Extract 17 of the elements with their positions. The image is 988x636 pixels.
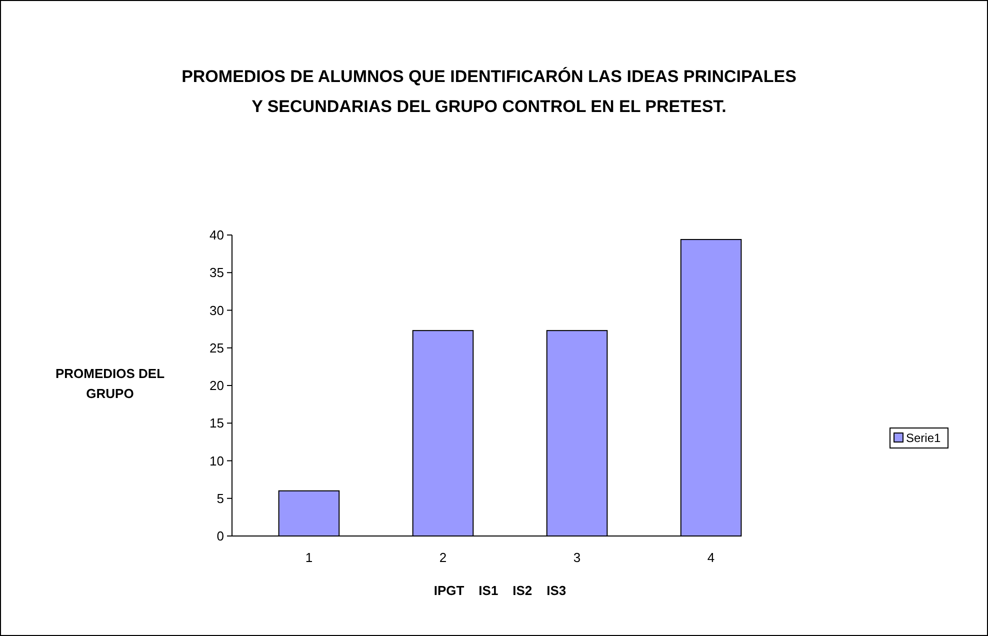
x-axis-title: IPGT IS1 IS2 IS3 bbox=[434, 583, 566, 598]
x-tick-label: 3 bbox=[573, 550, 581, 565]
y-tick-label: 30 bbox=[210, 302, 224, 318]
y-tick-label: 5 bbox=[216, 490, 224, 506]
x-tick-label: 4 bbox=[707, 550, 715, 565]
y-tick-label: 35 bbox=[210, 265, 224, 280]
y-tick-label: 25 bbox=[210, 340, 224, 356]
y-tick-label: 20 bbox=[210, 378, 224, 394]
y-tick-label: 10 bbox=[210, 453, 224, 468]
x-tick-label: 2 bbox=[439, 550, 447, 565]
chart-title: PROMEDIOS DE ALUMNOS QUE IDENTIFICARÓN LAS IDEAS PRINCIPALES Y SECUNDARIAS DEL GRUPO CONTROL EN EL PRETEST. bbox=[182, 66, 796, 116]
x-tick-label: 1 bbox=[305, 550, 313, 565]
y-tick-label: 0 bbox=[216, 528, 224, 544]
legend-label: Serie1 bbox=[906, 431, 942, 445]
y-tick-label: 40 bbox=[210, 228, 224, 243]
y-axis-title: PROMEDIOS DEL GRUPO bbox=[55, 366, 165, 401]
y-tick-label: 15 bbox=[210, 416, 224, 431]
